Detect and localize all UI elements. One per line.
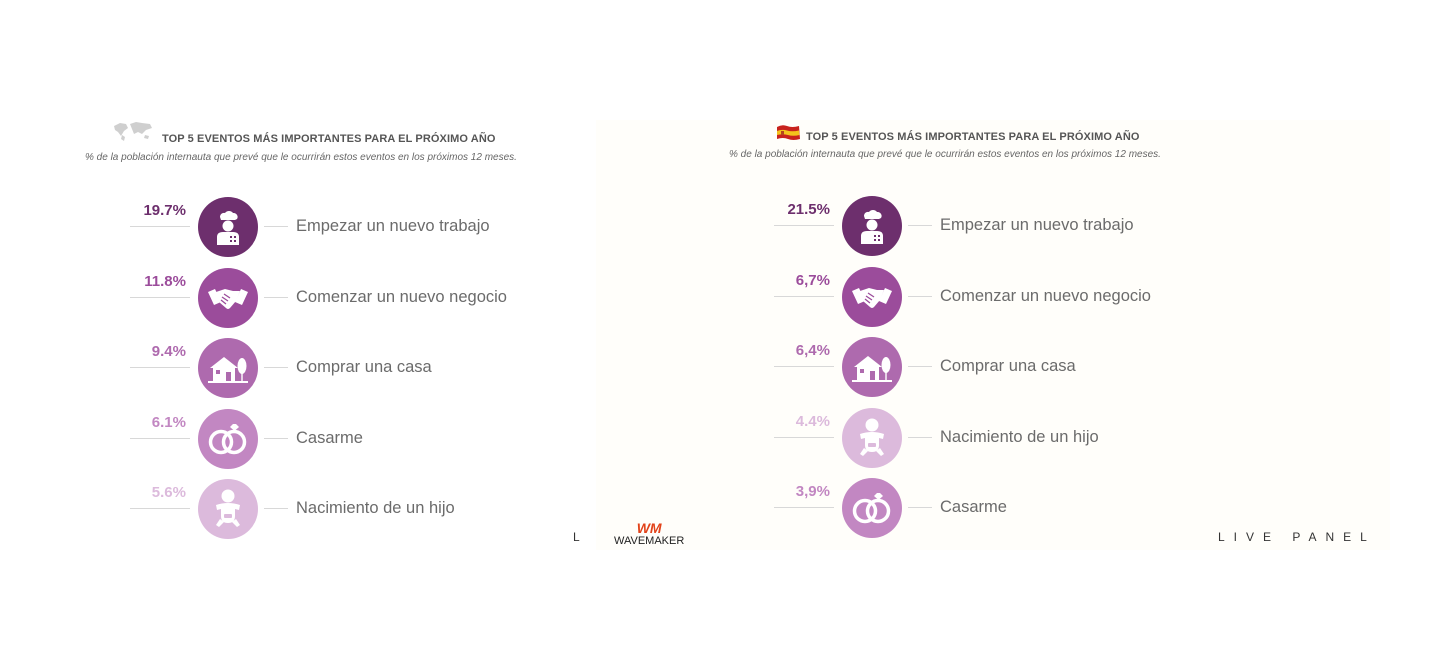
baby-icon xyxy=(852,416,892,460)
event-icon-circle xyxy=(198,408,258,469)
event-row: 19.7% Empezar un nuevo trabajo xyxy=(130,197,550,257)
event-label: Comprar una casa xyxy=(940,357,1076,375)
label-connector xyxy=(264,367,288,368)
event-value: 6,4% xyxy=(795,342,830,359)
value-underline xyxy=(774,507,834,508)
baby-icon xyxy=(208,487,248,531)
value-underline xyxy=(774,366,834,367)
event-label: Comenzar un nuevo negocio xyxy=(296,287,507,306)
wavemaker-name: WAVEMAKER xyxy=(614,535,685,547)
label-connector xyxy=(264,226,288,227)
event-label: Empezar un nuevo trabajo xyxy=(296,217,490,235)
label-connector xyxy=(264,508,288,509)
handshake-icon xyxy=(206,282,250,314)
event-value: 21.5% xyxy=(787,201,830,218)
event-row: 3,9% Casarme xyxy=(774,478,1194,538)
value-underline xyxy=(774,295,834,297)
handshake-icon xyxy=(850,281,894,313)
panel-title: TOP 5 EVENTOS MÁS IMPORTANTES PARA EL PR… xyxy=(162,133,496,145)
value-underline xyxy=(130,508,190,509)
event-value: 6,7% xyxy=(795,271,830,289)
event-row: 6.1% Casarme xyxy=(130,408,550,469)
label-connector xyxy=(908,436,932,438)
label-connector xyxy=(908,507,932,508)
event-icon-circle xyxy=(842,337,902,397)
event-value: 3,9% xyxy=(795,483,830,500)
event-row: 5.6% Nacimiento de un hijo xyxy=(130,479,550,539)
event-icon-circle xyxy=(842,266,902,327)
label-connector xyxy=(908,225,932,226)
value-underline xyxy=(774,225,834,226)
event-icon-circle xyxy=(842,407,902,468)
event-icon-circle xyxy=(198,267,258,328)
event-row: 6,7% Comenzar un nuevo negocio xyxy=(774,266,1194,327)
value-underline xyxy=(130,296,190,298)
rings-icon xyxy=(848,490,896,526)
chef-icon xyxy=(852,206,892,246)
wavemaker-mark: WM xyxy=(636,520,662,536)
panel-subtitle: % de la población internauta que prevé q… xyxy=(729,149,1161,160)
event-icon-circle xyxy=(198,197,258,257)
label-connector xyxy=(908,295,932,297)
event-icon-circle xyxy=(198,338,258,398)
panel-title: TOP 5 EVENTOS MÁS IMPORTANTES PARA EL PR… xyxy=(806,131,1140,143)
event-value: 11.8% xyxy=(144,272,186,290)
house-icon xyxy=(206,350,250,386)
panel-global: TOP 5 EVENTOS MÁS IMPORTANTES PARA EL PR… xyxy=(84,120,604,550)
event-row: 11.8% Comenzar un nuevo negocio xyxy=(130,267,550,328)
panel-spain: TOP 5 EVENTOS MÁS IMPORTANTES PARA EL PR… xyxy=(596,120,1390,550)
event-icon-circle xyxy=(842,196,902,256)
rings-icon xyxy=(204,421,252,457)
label-connector xyxy=(264,437,288,439)
world-map-icon xyxy=(114,122,152,141)
event-row: 4.4% Nacimiento de un hijo xyxy=(774,407,1194,468)
event-label: Empezar un nuevo trabajo xyxy=(940,216,1134,234)
label-connector xyxy=(908,366,932,367)
spain-flag-icon xyxy=(777,125,800,140)
event-icon-circle xyxy=(842,478,902,538)
event-value: 19.7% xyxy=(143,202,186,219)
house-icon xyxy=(850,349,894,385)
event-label: Nacimiento de un hijo xyxy=(296,499,455,517)
livepanel-logo: LIVE PANEL xyxy=(1218,530,1376,544)
panel-subtitle: % de la población internauta que prevé q… xyxy=(85,152,517,163)
event-label: Nacimiento de un hijo xyxy=(940,427,1099,446)
event-label: Comprar una casa xyxy=(296,358,432,376)
event-label: Casarme xyxy=(296,428,363,447)
event-value: 9.4% xyxy=(151,343,186,360)
event-row: 6,4% Comprar una casa xyxy=(774,337,1194,397)
wavemaker-logo: WM WAVEMAKER xyxy=(614,521,684,548)
value-underline xyxy=(130,226,190,227)
event-value: 5.6% xyxy=(151,484,186,501)
event-value: 4.4% xyxy=(795,412,830,430)
event-icon-circle xyxy=(198,479,258,539)
event-row: 9.4% Comprar una casa xyxy=(130,338,550,398)
value-underline xyxy=(130,437,190,439)
label-connector xyxy=(264,296,288,298)
event-value: 6.1% xyxy=(151,413,186,431)
event-row: 21.5% Empezar un nuevo trabajo xyxy=(774,196,1194,256)
value-underline xyxy=(130,367,190,368)
event-label: Casarme xyxy=(940,498,1007,516)
value-underline xyxy=(774,436,834,438)
chef-icon xyxy=(208,207,248,247)
event-label: Comenzar un nuevo negocio xyxy=(940,286,1151,305)
